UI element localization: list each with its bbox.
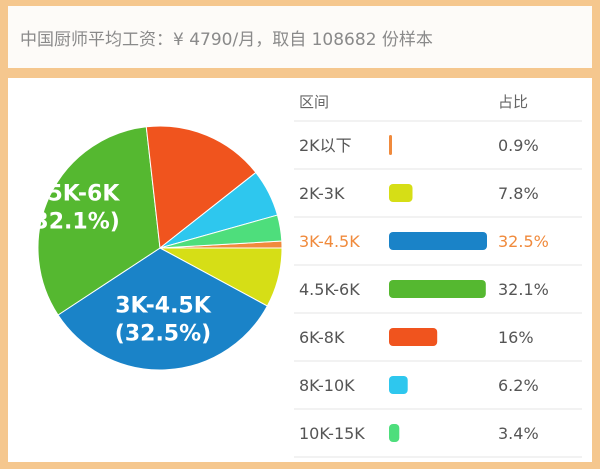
pie-label-percent-0: (32.5%) (115, 322, 211, 347)
pie-chart: 3K-4.5K (32.5%) 4.5K-6K (32.1%) (23, 125, 283, 371)
salary-distribution-chart: 3K-4.5K (32.5%) 4.5K-6K (32.1%) 区间 占比 2K以下 0.9… (23, 93, 582, 458)
summary-text: 中国厨师平均工资：¥ 4790/月，取自 108682 份样本 (20, 29, 433, 50)
row-bar-3 (389, 280, 486, 298)
row-label-0: 2K以下 (299, 136, 352, 155)
pie-label-0: 3K-4.5K (115, 294, 212, 319)
row-bar-2 (389, 232, 487, 250)
pie-slice-2 (57, 247, 268, 371)
pie-slice-3 (37, 126, 161, 316)
row-bar-1 (389, 184, 413, 202)
row-value-6: 3.4% (498, 424, 539, 443)
row-label-2: 3K-4.5K (299, 232, 360, 251)
pie-label-1: 4.5K-6K (24, 182, 121, 207)
column-header-range: 区间 (299, 93, 329, 111)
row-bar-0 (389, 135, 392, 155)
pie-slice-4 (145, 125, 257, 249)
distribution-table: 区间 占比 2K以下 0.9% 2K-3K 7.8% 3K-4.5K 32.5% 4.5K-6K… (294, 93, 582, 458)
chart-panel: 3K-4.5K (32.5%) 4.5K-6K (32.1%) 区间 占比 2K以下 0.9… (8, 78, 592, 462)
row-value-2: 32.5% (498, 232, 549, 251)
row-value-0: 0.9% (498, 136, 539, 155)
row-label-6: 10K-15K (299, 424, 365, 443)
row-bar-4 (389, 328, 438, 346)
row-bar-5 (389, 376, 408, 394)
row-value-1: 7.8% (498, 184, 539, 203)
summary-header: 中国厨师平均工资：¥ 4790/月，取自 108682 份样本 (8, 6, 592, 68)
row-label-1: 2K-3K (299, 184, 345, 203)
row-value-3: 32.1% (498, 280, 549, 299)
row-bar-6 (389, 424, 400, 442)
pie-slice-6 (159, 214, 283, 249)
row-label-3: 4.5K-6K (299, 280, 360, 299)
column-header-share: 占比 (498, 93, 528, 111)
row-label-4: 6K-8K (299, 328, 345, 347)
row-label-5: 8K-10K (299, 376, 355, 395)
row-value-5: 6.2% (498, 376, 539, 395)
pie-label-percent-1: (32.1%) (23, 210, 119, 235)
row-value-4: 16% (498, 328, 534, 347)
